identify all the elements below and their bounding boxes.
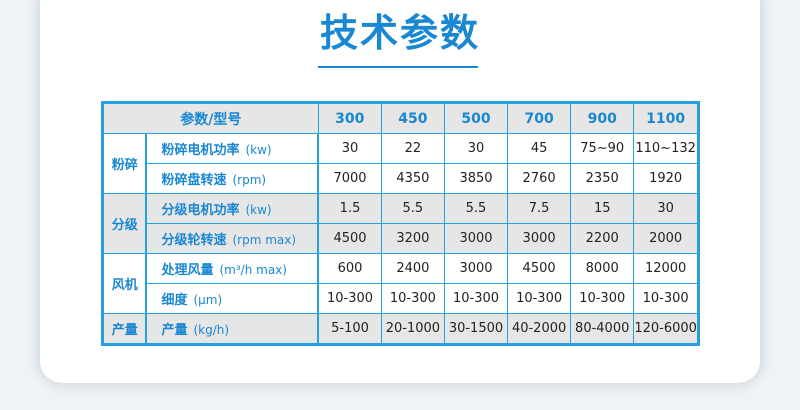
value-cell: 7000 (317, 163, 382, 194)
model-header-700: 700 (507, 102, 572, 134)
param-unit: (kw) (245, 143, 272, 157)
value-cell: 600 (317, 253, 382, 284)
model-header-500: 500 (443, 102, 509, 134)
value-cell: 4500 (507, 253, 572, 284)
table-row: 粉碎盘转速 (rpm) 7000 4350 3850 2760 2350 1920 (103, 163, 699, 194)
param-unit: (kw) (245, 203, 272, 217)
table-row: 粉碎 粉碎电机功率 (kw) 30 22 30 45 75~90 110~132 (102, 133, 699, 194)
value-cell: 120-6000 (633, 313, 699, 345)
value-cell: 110~132 (633, 133, 699, 164)
header-row: 参数/型号 300 450 500 700 900 1100 (102, 102, 699, 134)
group-label: 产量 (102, 313, 148, 345)
value-cell: 10-300 (507, 283, 572, 314)
value-cell: 30 (317, 133, 382, 164)
title-underline (318, 66, 478, 68)
group-label: 粉碎 (102, 133, 148, 194)
table-row: 分级轮转速 (rpm max) 4500 3200 3000 3000 2200 2000 (103, 223, 699, 254)
param-unit: (rpm max) (232, 233, 297, 247)
value-cell: 80-4000 (570, 313, 635, 345)
value-cell: 7.5 (507, 193, 572, 224)
value-cell: 2350 (570, 163, 635, 194)
value-cell: 15 (570, 193, 635, 224)
value-cell: 10-300 (570, 283, 635, 314)
param-label: 分级轮转速 (rpm max) (145, 223, 320, 254)
param-label: 粉碎盘转速 (rpm) (145, 163, 320, 194)
value-cell: 20-1000 (380, 313, 445, 345)
param-label: 细度 (μm) (145, 283, 320, 314)
table-row: 风机 处理风量 (m³/h max) 600 2400 3000 4500 8000 12000 (102, 253, 699, 314)
value-cell: 40-2000 (507, 313, 572, 345)
param-unit: (kg/h) (193, 323, 230, 337)
param-label: 分级电机功率 (kw) (145, 193, 320, 224)
value-cell: 10-300 (443, 283, 509, 314)
value-cell: 8000 (570, 253, 635, 284)
value-cell: 2400 (380, 253, 445, 284)
spec-table: 参数/型号 300 450 500 700 900 1100 粉碎 粉碎电机功率 (kw) 30… (101, 101, 700, 346)
param-name: 粉碎电机功率 (161, 143, 240, 158)
param-name: 处理风量 (161, 263, 214, 278)
value-cell: 10-300 (633, 283, 699, 314)
group-label: 风机 (102, 253, 148, 314)
page-title: 技术参数 (319, 11, 480, 55)
value-cell: 3200 (380, 223, 445, 254)
model-header-300: 300 (317, 102, 382, 134)
value-cell: 2000 (633, 223, 699, 254)
value-cell: 12000 (633, 253, 699, 284)
group-label: 分级 (102, 193, 148, 254)
value-cell: 2760 (507, 163, 572, 194)
table-row: 分级 分级电机功率 (kw) 1.5 5.5 5.5 7.5 15 30 (102, 193, 699, 254)
model-header-900: 900 (570, 102, 635, 134)
value-cell: 3000 (443, 253, 509, 284)
value-cell: 1.5 (317, 193, 382, 224)
value-cell: 5.5 (443, 193, 509, 224)
param-label: 产量 (kg/h) (145, 313, 320, 345)
value-cell: 30-1500 (443, 313, 509, 345)
value-cell: 30 (443, 133, 509, 164)
model-header-1100: 1100 (633, 102, 699, 134)
value-cell: 22 (380, 133, 445, 164)
table-row: 细度 (μm) 10-300 10-300 10-300 10-300 10-300 10-3… (103, 283, 699, 314)
table-row: 产量 产量 (kg/h) 5-100 20-1000 30-1500 40-2000 80-4… (102, 313, 699, 345)
value-cell: 10-300 (380, 283, 445, 314)
param-label: 处理风量 (m³/h max) (145, 253, 320, 284)
value-cell: 5-100 (317, 313, 382, 345)
value-cell: 4350 (380, 163, 445, 194)
param-name: 细度 (161, 293, 188, 308)
value-cell: 5.5 (380, 193, 445, 224)
param-name: 分级轮转速 (161, 233, 227, 248)
value-cell: 3000 (507, 223, 572, 254)
value-cell: 75~90 (570, 133, 635, 164)
header-label: 参数/型号 (102, 102, 319, 134)
value-cell: 45 (507, 133, 572, 164)
param-unit: (μm) (193, 293, 223, 307)
value-cell: 30 (633, 193, 699, 224)
model-header-450: 450 (380, 102, 445, 134)
value-cell: 3000 (443, 223, 509, 254)
value-cell: 3850 (443, 163, 509, 194)
param-unit: (m³/h max) (219, 263, 287, 277)
value-cell: 2200 (570, 223, 635, 254)
value-cell: 4500 (317, 223, 382, 254)
param-label: 粉碎电机功率 (kw) (145, 133, 320, 164)
param-name: 粉碎盘转速 (161, 173, 227, 188)
value-cell: 1920 (633, 163, 699, 194)
value-cell: 10-300 (317, 283, 382, 314)
param-unit: (rpm) (232, 173, 267, 187)
param-name: 分级电机功率 (161, 203, 240, 218)
param-name: 产量 (161, 323, 188, 338)
